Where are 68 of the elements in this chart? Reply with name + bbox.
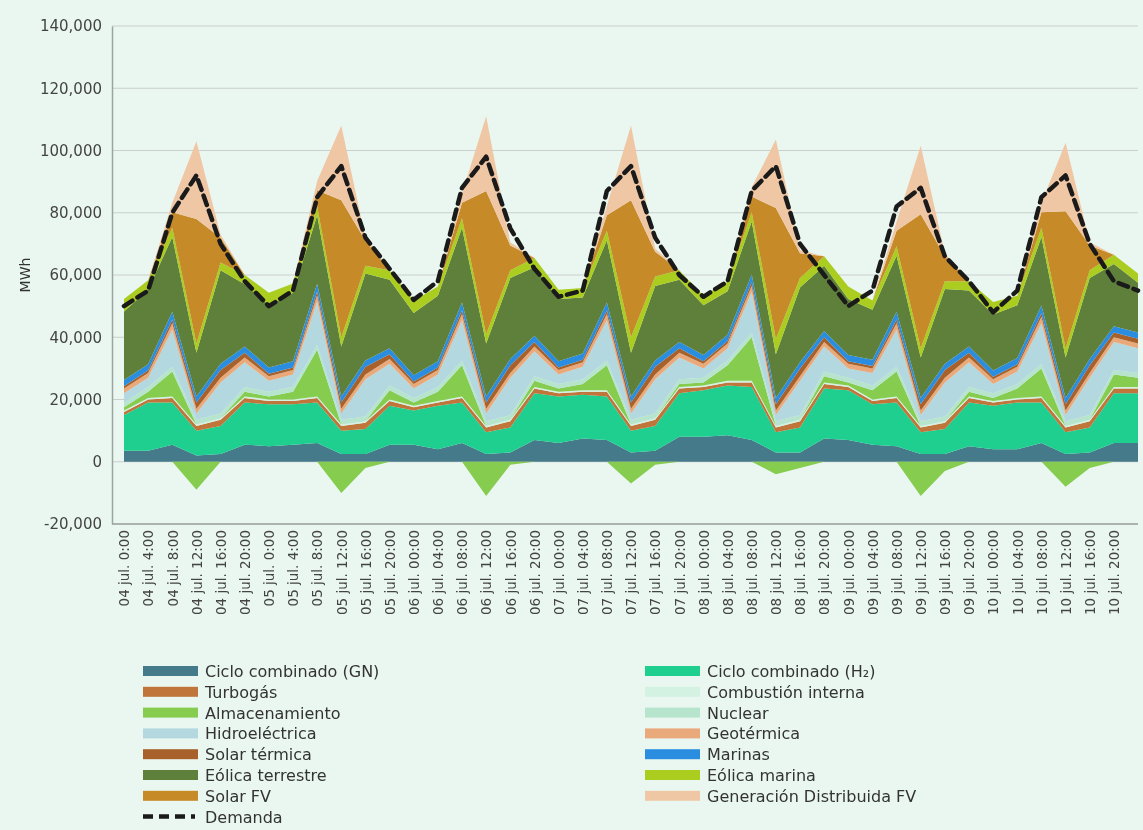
y-tick-label: 100,000 bbox=[39, 141, 102, 160]
x-tick-label: 08 jul. 08:00 bbox=[743, 530, 760, 616]
x-tick-label: 06 jul. 16:00 bbox=[502, 530, 519, 616]
x-tick-label: 07 jul. 00:00 bbox=[550, 530, 567, 616]
x-tick-label: 07 jul. 08:00 bbox=[599, 530, 616, 616]
x-tick-label: 09 jul. 16:00 bbox=[937, 530, 954, 616]
x-tick-label: 09 jul. 12:00 bbox=[912, 530, 929, 616]
x-tick-label: 08 jul. 04:00 bbox=[719, 530, 736, 616]
legend-label: Marinas bbox=[707, 745, 770, 765]
legend-label: Almacenamiento bbox=[205, 703, 341, 723]
legend-label: Turbogás bbox=[204, 682, 278, 702]
legend-label: Solar térmica bbox=[205, 745, 312, 765]
x-tick-label: 06 jul. 20:00 bbox=[526, 530, 543, 616]
y-tick-label: 120,000 bbox=[39, 79, 102, 98]
x-tick-label: 09 jul. 04:00 bbox=[864, 530, 881, 616]
x-tick-label: 10 jul. 12:00 bbox=[1057, 530, 1074, 616]
x-tick-label: 10 jul. 16:00 bbox=[1081, 530, 1098, 616]
x-tick-label: 10 jul. 20:00 bbox=[1106, 530, 1123, 616]
legend-label: Nuclear bbox=[707, 703, 769, 723]
legend-label: Geotérmica bbox=[707, 724, 801, 744]
x-tick-label: 04 jul. 12:00 bbox=[188, 530, 205, 616]
y-tick-label: 40,000 bbox=[49, 328, 102, 347]
x-tick-label: 06 jul. 12:00 bbox=[478, 530, 495, 616]
x-tick-label: 05 jul. 4:00 bbox=[285, 530, 302, 607]
x-tick-label: 09 jul. 00:00 bbox=[840, 530, 857, 616]
x-tick-label: 08 jul. 12:00 bbox=[768, 530, 785, 616]
x-tick-label: 05 jul. 8:00 bbox=[309, 530, 326, 607]
y-tick-label: 80,000 bbox=[49, 204, 102, 223]
x-tick-label: 10 jul. 08:00 bbox=[1033, 530, 1050, 616]
x-tick-label: 04 jul. 20:00 bbox=[236, 530, 253, 616]
x-tick-label: 07 jul. 04:00 bbox=[574, 530, 591, 616]
x-tick-label: 08 jul. 20:00 bbox=[816, 530, 833, 616]
x-tick-label: 04 jul. 0:00 bbox=[116, 530, 133, 607]
x-tick-label: 06 jul. 00:00 bbox=[405, 530, 422, 616]
y-axis-title: MWh bbox=[17, 257, 33, 293]
y-tick-label: 0 bbox=[92, 453, 102, 472]
x-tick-label: 07 jul. 20:00 bbox=[671, 530, 688, 616]
x-tick-label: 07 jul. 12:00 bbox=[623, 530, 640, 616]
y-tick-label: 20,000 bbox=[49, 390, 102, 409]
x-tick-label: 08 jul. 00:00 bbox=[695, 530, 712, 616]
legend-label: Solar FV bbox=[205, 786, 272, 806]
x-tick-label: 10 jul. 00:00 bbox=[985, 530, 1002, 616]
y-tick-label: -20,000 bbox=[44, 515, 102, 534]
x-tick-label: 04 jul. 8:00 bbox=[164, 530, 181, 607]
legend-label: Demanda bbox=[205, 807, 283, 827]
line-series bbox=[121, 154, 1141, 315]
legend-label: Hidroeléctrica bbox=[205, 724, 317, 744]
x-tick-label: 07 jul. 16:00 bbox=[647, 530, 664, 616]
x-tick-label: 09 jul. 20:00 bbox=[961, 530, 978, 616]
x-tick-label: 09 jul. 08:00 bbox=[888, 530, 905, 616]
legend-label: Combustión interna bbox=[707, 682, 865, 702]
x-tick-label: 05 jul. 20:00 bbox=[381, 530, 398, 616]
x-tick-label: 10 jul. 04:00 bbox=[1009, 530, 1026, 616]
x-tick-label: 04 jul. 16:00 bbox=[212, 530, 229, 616]
y-tick-label: 60,000 bbox=[49, 266, 102, 285]
legend-label: Ciclo combinado (H₂) bbox=[707, 662, 876, 681]
x-tick-label: 05 jul. 16:00 bbox=[357, 530, 374, 616]
x-tick-label: 05 jul. 12:00 bbox=[333, 530, 350, 616]
x-tick-label: 06 jul. 08:00 bbox=[454, 530, 471, 616]
x-tick-label: 04 jul. 4:00 bbox=[140, 530, 157, 607]
x-tick-label: 08 jul. 16:00 bbox=[792, 530, 809, 616]
x-tick-label: 06 jul. 04:00 bbox=[430, 530, 447, 616]
legend-label: Eólica marina bbox=[707, 766, 816, 785]
legend-label: Ciclo combinado (GN) bbox=[205, 662, 380, 681]
x-tick-label: 05 jul. 0:00 bbox=[261, 530, 278, 607]
y-tick-label: 140,000 bbox=[39, 17, 102, 36]
legend-label: Eólica terrestre bbox=[205, 766, 327, 785]
legend-label: Generación Distribuida FV bbox=[707, 786, 917, 806]
